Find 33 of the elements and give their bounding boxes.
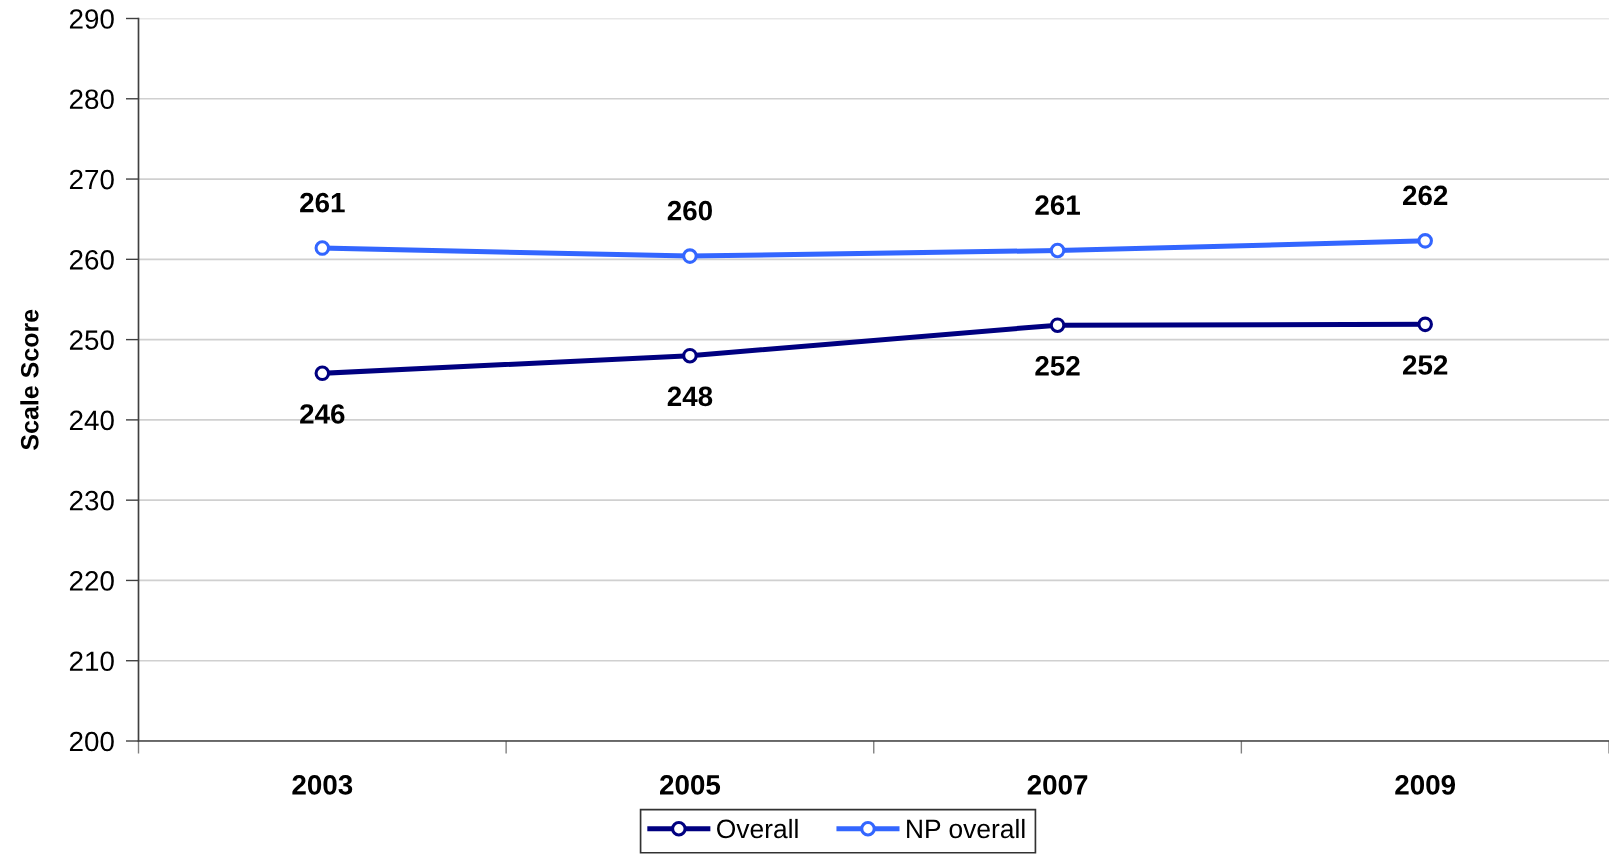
point (314, 365, 331, 382)
y-axis-title: Scale Score (20, 309, 39, 450)
data-label: 246 (300, 404, 345, 424)
x-tick-label: 2007 (1027, 775, 1088, 795)
x-tick-label: 2005 (660, 775, 721, 795)
legend-label: Overall (717, 818, 798, 839)
data-label: 262 (1402, 185, 1448, 206)
y-tick-label: 220 (69, 571, 114, 591)
point (1417, 316, 1433, 333)
y-tick-label: 230 (69, 490, 114, 511)
data-label: 261 (300, 192, 345, 213)
x-tick-label: 2003 (292, 775, 353, 795)
y-tick-label: 200 (69, 731, 114, 752)
y-tick-label: 270 (69, 169, 114, 190)
data-label: 252 (1402, 355, 1448, 375)
y-tick-label: 260 (69, 250, 114, 270)
legend-label: NP overall (907, 818, 1025, 839)
point (1049, 317, 1066, 333)
y-tick-label: 240 (69, 410, 114, 431)
y-tick-label: 210 (69, 651, 114, 672)
point (682, 347, 698, 364)
point (1049, 242, 1066, 259)
point (682, 248, 698, 264)
data-label: 261 (1035, 195, 1080, 215)
data-label: 260 (667, 200, 712, 221)
point (1417, 233, 1433, 249)
y-tick-label: 250 (69, 330, 114, 350)
y-tick-label: 280 (69, 89, 114, 110)
data-label: 248 (667, 386, 713, 407)
x-tick-label: 2009 (1395, 775, 1456, 795)
point (314, 240, 331, 256)
data-label: 252 (1035, 356, 1080, 376)
y-tick-label: 290 (69, 9, 114, 29)
